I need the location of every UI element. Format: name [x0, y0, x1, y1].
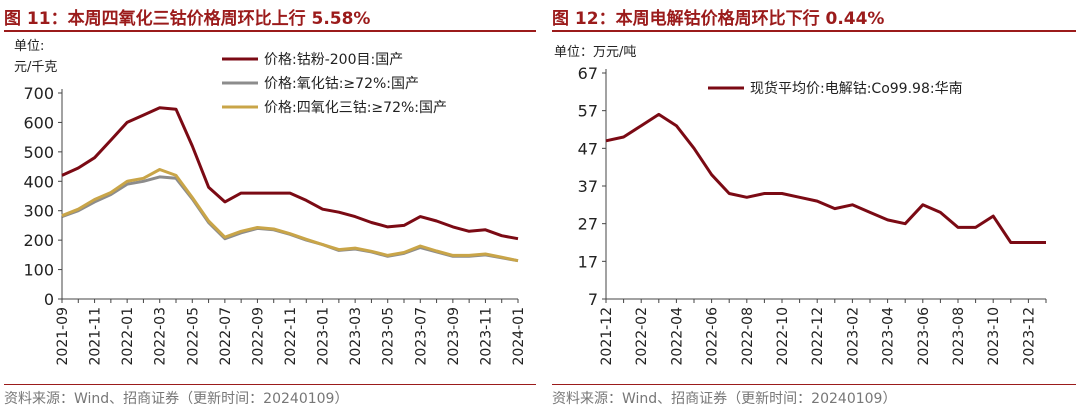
y-tick-label: 700: [23, 84, 54, 103]
x-tick-label: 2023-05: [381, 307, 397, 366]
x-tick-label: 2022-08: [740, 307, 756, 366]
series-line-1: [61, 106, 519, 241]
series-line-2: [61, 175, 519, 263]
source-note: 资料来源：Wind、招商证券（更新时间：20240109）: [552, 391, 897, 407]
y-tick-label: 200: [23, 231, 54, 250]
y-tick-label: 27: [578, 215, 598, 234]
x-tick-label: 2022-03: [153, 307, 169, 366]
x-tick-label: 2022-05: [185, 307, 201, 366]
series-line-3: [61, 168, 519, 263]
x-tick-label: 2023-04: [881, 307, 897, 366]
unit-label-line1: 单位:: [14, 39, 45, 54]
y-tick-label: 100: [23, 261, 54, 280]
y-tick-label: 0: [44, 290, 54, 309]
x-tick-label: 2021-12: [599, 307, 615, 366]
series-line-1: [605, 112, 1046, 244]
x-tick-label: 2022-10: [775, 307, 791, 366]
x-tick-label: 2023-06: [916, 307, 932, 366]
x-tick-label: 2022-04: [669, 307, 685, 366]
x-tick-label: 2023-09: [446, 307, 462, 366]
y-tick-label: 17: [578, 252, 598, 271]
y-tick-label: 47: [578, 139, 598, 158]
y-tick-label: 400: [23, 172, 54, 191]
chart-title: 图 11：本周四氧化三钴价格周环比上行 5.58%: [4, 9, 371, 29]
x-tick-label: 2021-11: [88, 307, 104, 366]
x-tick-label: 2024-01: [511, 307, 527, 366]
legend-label: 价格:钴粉-200目:国产: [264, 52, 403, 68]
x-tick-label: 2022-02: [634, 307, 650, 366]
legend-label: 价格:四氧化三钴:≥72%:国产: [264, 100, 447, 116]
source-divider: [4, 384, 536, 385]
unit-label: 单位：万元/吨: [554, 45, 637, 60]
y-tick-label: 37: [578, 177, 598, 196]
x-tick-label: 2023-03: [348, 307, 364, 366]
x-tick-label: 2022-06: [705, 307, 721, 366]
x-tick-label: 2022-01: [120, 307, 136, 366]
x-tick-label: 2023-11: [478, 307, 494, 366]
x-tick-label: 2023-08: [951, 307, 967, 366]
source-divider: [552, 384, 1076, 385]
x-tick-label: 2023-01: [316, 307, 332, 366]
y-tick-label: 500: [23, 143, 54, 162]
source-note: 资料来源：Wind、招商证券（更新时间：20240109）: [4, 391, 349, 407]
y-tick-label: 57: [578, 102, 598, 121]
y-tick-label: 300: [23, 202, 54, 221]
unit-label-line2: 元/千克: [14, 60, 58, 75]
legend-label: 价格:氧化钴:≥72%:国产: [264, 76, 419, 92]
title-divider: [552, 30, 1076, 32]
x-tick-label: 2023-07: [413, 307, 429, 366]
x-tick-label: 2022-12: [810, 307, 826, 366]
y-tick-label: 67: [578, 64, 598, 83]
x-tick-label: 2022-07: [218, 307, 234, 366]
line-chart: 7 17 27 37 47 57 67 2021-12 2022-02 2022-04 2022-0…: [578, 64, 1047, 366]
x-tick-label: 2023-10: [986, 307, 1002, 366]
chart-panel-left: 图 11：本周四氧化三钴价格周环比上行 5.58% 单位: 元/千克 0 100 2…: [4, 9, 536, 407]
chart-panel-right: 图 12：本周电解钴价格周环比下行 0.44% 单位：万元/吨 7 17 27 37 4…: [548, 0, 1080, 415]
y-tick-label: 600: [23, 113, 54, 132]
line-chart: 0 100 200 300 400 500 600 700 2021-09 2021-11 2022…: [23, 52, 527, 366]
x-tick-label: 2021-09: [55, 307, 71, 366]
title-divider: [4, 30, 536, 32]
x-tick-label: 2023-12: [1021, 307, 1037, 366]
y-tick-label: 7: [588, 290, 598, 309]
legend-label: 现货平均价:电解钴:Co99.98:华南: [750, 80, 963, 97]
x-tick-label: 2022-11: [283, 307, 299, 366]
x-tick-label: 2023-02: [845, 307, 861, 366]
x-tick-label: 2022-09: [250, 307, 266, 366]
chart-title: 图 12：本周电解钴价格周环比下行 0.44%: [552, 9, 885, 29]
